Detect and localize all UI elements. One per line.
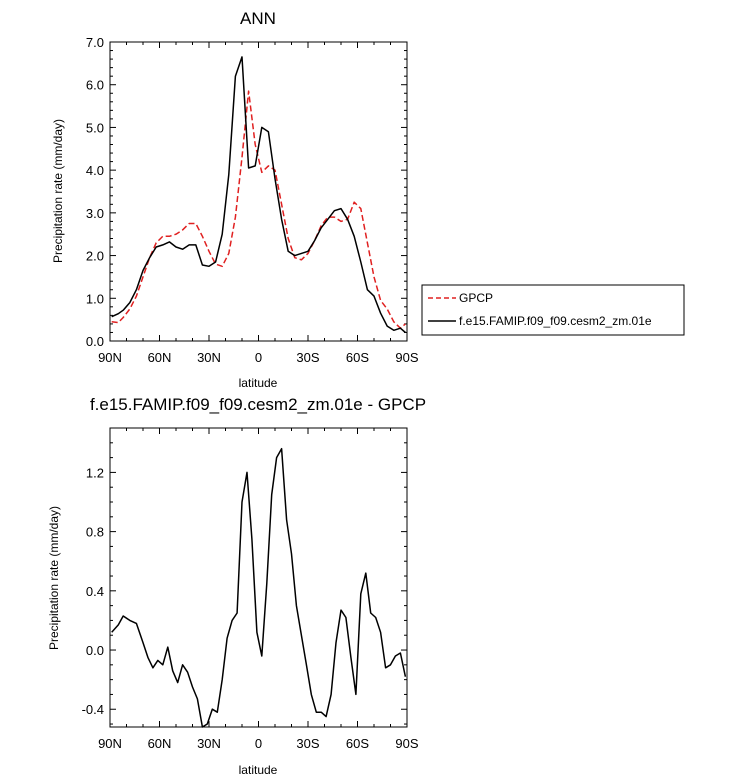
panel2-x-tick-label: 90S xyxy=(395,736,418,751)
panel2-x-tick-label: 30N xyxy=(197,736,221,751)
panel1-x-tick-label: 0 xyxy=(255,350,262,365)
legend: GPCP f.e15.FAMIP.f09_f09.cesm2_zm.01e xyxy=(421,284,685,336)
panel-annual-precipitation: ANN 90N 60N 30N 0 30S 60S 90S 0.0 1.0 2.0 3.0 4.0 5.… xyxy=(51,9,419,390)
panel1-y-tick-label: 2.0 xyxy=(86,249,104,264)
panel1-y-tick-label: 6.0 xyxy=(86,78,104,93)
panel2-x-tick-label: 60S xyxy=(346,736,369,751)
panel1-x-tick-label: 30N xyxy=(197,350,221,365)
panel2-y-tick-label: 0.0 xyxy=(86,643,104,658)
panel1-series-line-f-e15-famip-f09-f09-cesm2-zm-01e xyxy=(111,56,406,334)
panel2-x-tick-label: 0 xyxy=(255,736,262,751)
panel1-tick-marks xyxy=(109,41,408,342)
panel2-tick-marks xyxy=(109,427,408,727)
panel-difference: f.e15.FAMIP.f09_f09.cesm2_zm.01e - GPCP … xyxy=(47,395,426,777)
panel1-x-tick-label: 60S xyxy=(346,350,369,365)
panel1-x-tick-label: 90N xyxy=(98,350,122,365)
panel1-x-axis-label: latitude xyxy=(239,376,278,390)
panel2-y-tick-label: 1.2 xyxy=(86,465,104,480)
panel2-x-tick-label: 30S xyxy=(296,736,319,751)
panel2-title: f.e15.FAMIP.f09_f09.cesm2_zm.01e - GPCP xyxy=(90,395,426,414)
panel2-y-axis-label: Precipitation rate (mm/day) xyxy=(47,506,61,650)
legend-label-gpcp: GPCP xyxy=(459,291,493,305)
panel1-y-tick-label: 0.0 xyxy=(86,334,104,349)
panel1-frame xyxy=(109,41,408,342)
panel2-y-tick-label: 0.4 xyxy=(86,584,104,599)
panel1-y-tick-label: 4.0 xyxy=(86,163,104,178)
panel1-y-tick-label: 3.0 xyxy=(86,206,104,221)
panel2-x-tick-label: 90N xyxy=(98,736,122,751)
panel2-tick-labels: 90N 60N 30N 0 30S 60S 90S -0.4 0.0 0.4 0.8 1.2 xyxy=(82,465,419,751)
panel1-x-tick-label: 60N xyxy=(148,350,172,365)
legend-box xyxy=(421,284,685,336)
panel2-x-tick-label: 60N xyxy=(148,736,172,751)
panel1-series-line-gpcp xyxy=(111,90,406,329)
panel2-frame xyxy=(109,427,408,728)
panel1-y-tick-label: 5.0 xyxy=(86,120,104,135)
panel2-y-tick-label: -0.4 xyxy=(82,702,104,717)
legend-label-model: f.e15.FAMIP.f09_f09.cesm2_zm.01e xyxy=(459,314,652,328)
panel1-title: ANN xyxy=(240,9,276,28)
panel1-x-tick-label: 90S xyxy=(395,350,418,365)
panel1-y-tick-label: 7.0 xyxy=(86,35,104,50)
panel2-series xyxy=(111,447,407,728)
panel2-x-axis-label: latitude xyxy=(239,763,278,777)
panel2-y-tick-label: 0.8 xyxy=(86,525,104,540)
panel1-y-tick-label: 1.0 xyxy=(86,291,104,306)
panel1-x-tick-label: 30S xyxy=(296,350,319,365)
panel1-tick-labels: 90N 60N 30N 0 30S 60S 90S 0.0 1.0 2.0 3.0 4.0 5.0 6.0… xyxy=(86,35,419,365)
panel1-y-axis-label: Precipitation rate (mm/day) xyxy=(51,119,65,263)
panel2-series-line-difference xyxy=(111,447,407,728)
panel1-series xyxy=(111,56,406,334)
